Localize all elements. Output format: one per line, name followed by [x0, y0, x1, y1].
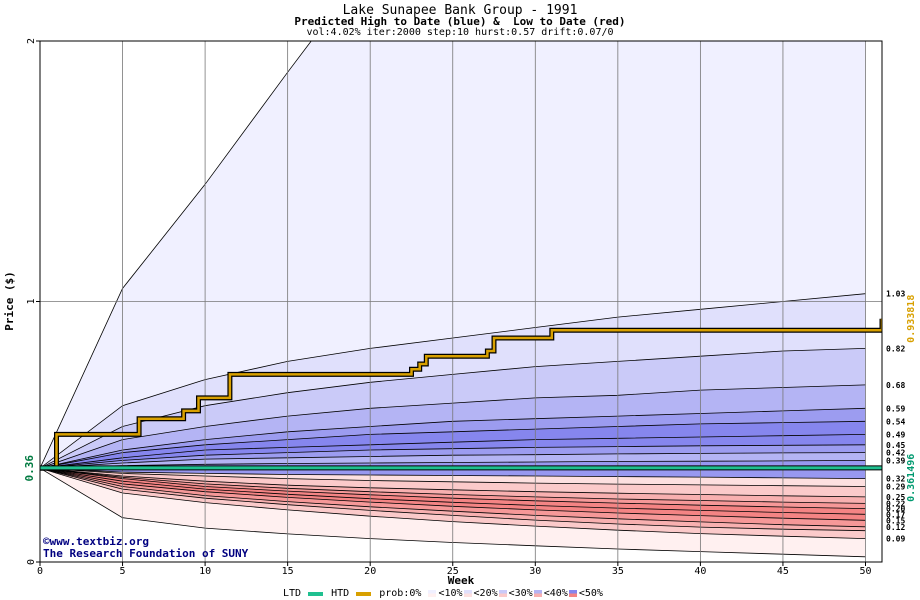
y-tick-label: 0	[26, 559, 37, 565]
percentile-value-label: 0.22	[886, 499, 905, 508]
x-tick-label: 5	[120, 566, 126, 577]
chart-subtitle: Predicted High to Date (blue) & Low to D…	[294, 15, 626, 28]
x-tick-label: 30	[529, 566, 541, 577]
percentile-value-label: 0.20	[886, 505, 905, 514]
legend-htd-swatch	[356, 591, 372, 596]
x-tick-label: 25	[447, 566, 459, 577]
upper-band	[40, 408, 866, 469]
upper-band	[40, 348, 866, 469]
lower-band	[40, 468, 866, 504]
upper-percentile-line	[40, 41, 312, 469]
y-tick-label: 1	[26, 298, 37, 304]
start-price-label: 0.36	[23, 455, 36, 482]
percentile-value-label: 0.39	[886, 456, 905, 465]
chart-params: vol:4.02% iter:2000 step:10 hurst:0.57 d…	[306, 27, 614, 38]
x-tick-label: 45	[777, 566, 789, 577]
percentile-value-label: 0.68	[886, 381, 905, 390]
x-axis-label: Week	[448, 574, 475, 587]
legend-ltd-label: LTD	[283, 588, 302, 600]
percentile-value-label: 0.32	[886, 475, 905, 484]
chart-title: Lake Sunapee Bank Group - 1991	[342, 3, 578, 18]
y-tick-label: 2	[26, 38, 37, 44]
legend-htd-label: HTD	[331, 588, 350, 600]
credit-site: ©www.textbiz.org	[43, 535, 149, 548]
x-tick-label: 50	[859, 566, 871, 577]
copyright-symbol: ©	[43, 535, 50, 548]
x-tick-label: 35	[612, 566, 624, 577]
upper-band	[40, 444, 866, 469]
x-tick-label: 20	[364, 566, 376, 577]
percentile-value-label: 0.12	[886, 523, 905, 532]
credit-org: The Research Foundation of SUNY	[43, 547, 249, 560]
x-tick-label: 15	[282, 566, 294, 577]
upper-band	[40, 293, 866, 469]
upper-band	[40, 421, 866, 469]
legend-prob-label: prob:0%	[379, 588, 422, 600]
legend-item-label: <10%	[438, 588, 463, 599]
y-axis-label: Price ($)	[3, 271, 16, 331]
legend-item-label: <40%	[543, 588, 568, 599]
upper-band	[40, 384, 866, 469]
legend-item-label: <20%	[473, 588, 498, 599]
percentile-value-label: 0.82	[886, 344, 905, 353]
legend-ltd-swatch	[308, 591, 324, 596]
legend-item-label: <30%	[508, 588, 533, 599]
legend-swatch	[463, 590, 472, 597]
legend-swatch	[498, 590, 507, 597]
legend-swatch	[533, 590, 542, 597]
lower-band	[40, 468, 866, 557]
percentile-value-label: 1.03	[886, 290, 905, 299]
x-tick-label: 40	[694, 566, 706, 577]
legend: LTD HTD prob:0% <10% <20% <30% <40% <50%	[283, 588, 603, 600]
percentile-value-label: 0.54	[886, 417, 905, 426]
upper-band	[40, 434, 866, 469]
legend-swatch	[428, 590, 437, 597]
legend-swatch	[568, 590, 577, 597]
percentile-value-label: 0.45	[886, 441, 905, 450]
htd-line	[40, 318, 882, 470]
percentile-value-label: 0.49	[886, 430, 905, 439]
x-tick-label: 0	[37, 566, 43, 577]
percentile-value-label: 0.15	[886, 516, 905, 525]
plot-area	[40, 41, 882, 562]
percentile-value-label: 0.59	[886, 404, 905, 413]
x-tick-label: 10	[199, 566, 211, 577]
percentile-value-label: 0.09	[886, 535, 905, 544]
percentile-value-label: 0.17	[886, 510, 905, 519]
credit-site-text: www.textbiz.org	[49, 535, 149, 548]
legend-items: <10% <20% <30% <40% <50%	[427, 588, 603, 600]
ltd-value-label: 0.361496	[906, 454, 917, 502]
percentile-value-label: 0.29	[886, 482, 905, 491]
percentile-value-label: 0.25	[886, 493, 905, 502]
htd-value-label: 0.933818	[906, 295, 917, 343]
legend-item-label: <50%	[578, 588, 603, 599]
percentile-value-label: 0.42	[886, 449, 905, 458]
